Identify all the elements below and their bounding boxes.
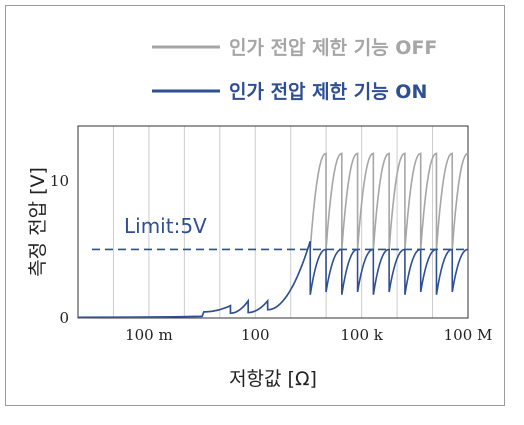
limit-label: Limit:5V bbox=[124, 214, 207, 238]
legend-label-off: 인가 전압 제한 기능 OFF bbox=[229, 37, 437, 59]
series-line-on bbox=[77, 240, 469, 319]
y-tick-label: 10 bbox=[50, 172, 69, 190]
x-tick-labels: 100 m 100 100 k 100 M bbox=[125, 326, 492, 344]
x-axis-title: 저항값 [Ω] bbox=[229, 368, 317, 390]
legend: 인가 전압 제한 기능 OFF 인가 전압 제한 기능 ON bbox=[152, 37, 437, 103]
y-axis-title: 측정 전압 [V] bbox=[27, 167, 49, 277]
legend-label-on: 인가 전압 제한 기능 ON bbox=[229, 81, 427, 103]
chart-frame bbox=[5, 5, 505, 406]
x-tick-label: 100 M bbox=[444, 326, 493, 344]
plot-border bbox=[77, 125, 469, 319]
x-tick-label: 100 bbox=[241, 326, 270, 344]
x-tick-label: 100 m bbox=[125, 326, 173, 344]
x-tick-label: 100 k bbox=[340, 326, 383, 344]
plot-area: Limit:5V bbox=[77, 125, 469, 319]
y-tick-label: 0 bbox=[59, 309, 69, 327]
y-tick-labels: 0 10 bbox=[50, 172, 69, 327]
